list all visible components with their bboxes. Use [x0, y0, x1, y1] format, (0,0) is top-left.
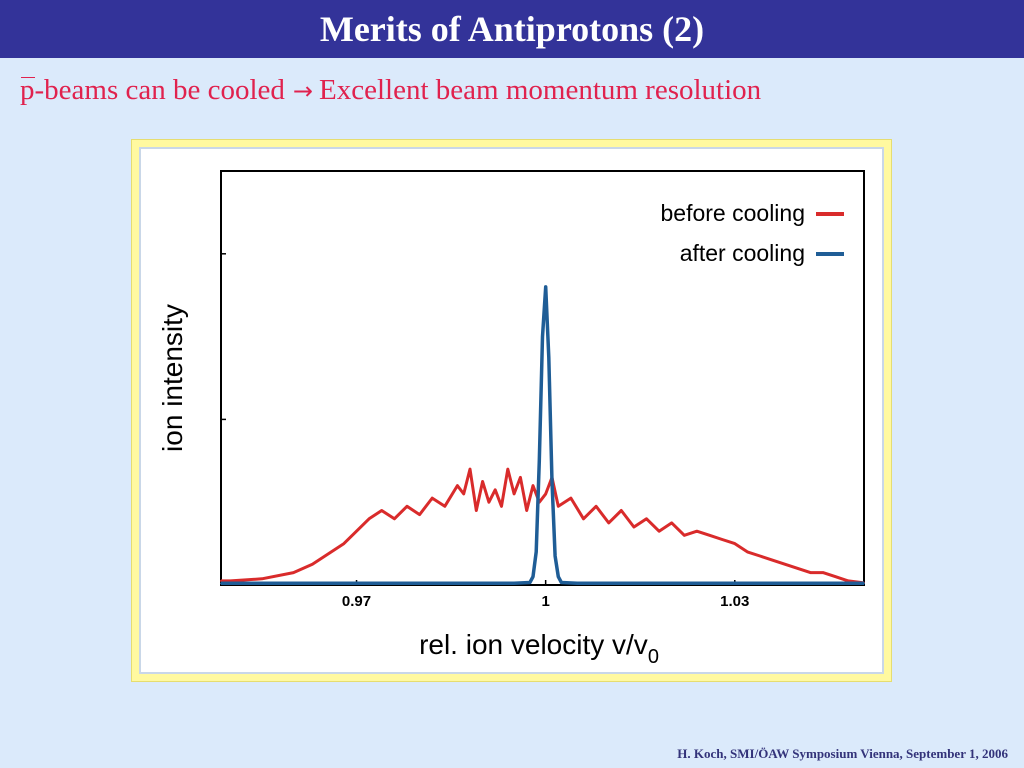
- data-point-before-cooling-46: [746, 550, 749, 553]
- slide-subtitle: p-beams can be cooled → Excellent beam mom…: [20, 74, 761, 107]
- data-point-before-cooling-37: [632, 526, 635, 529]
- y-axis-label: ion intensity: [157, 304, 188, 452]
- data-point-after-cooling-11: [554, 555, 557, 558]
- legend: before cooling after cooling: [661, 200, 844, 266]
- data-point-after-cooling-0: [220, 582, 222, 585]
- x-tick-label-2: 1.03: [720, 593, 749, 610]
- data-point-before-cooling-32: [569, 497, 572, 500]
- slide-footer: H. Koch, SMI/ÖAW Symposium Vienna, Septe…: [677, 746, 1008, 761]
- data-point-before-cooling-10: [393, 517, 396, 520]
- data-point-before-cooling-21: [494, 488, 497, 491]
- data-point-before-cooling-54: [847, 579, 850, 582]
- data-point-before-cooling-36: [620, 509, 623, 512]
- data-point-after-cooling-13: [560, 581, 563, 584]
- data-point-before-cooling-53: [834, 575, 837, 578]
- data-point-before-cooling-16: [462, 492, 465, 495]
- data-point-before-cooling-5: [330, 550, 333, 553]
- subtitle-tail: Excellent beam momentum resolution: [319, 74, 762, 106]
- data-point-before-cooling-24: [513, 492, 516, 495]
- data-point-before-cooling-31: [557, 505, 560, 508]
- data-point-before-cooling-27: [532, 484, 535, 487]
- data-point-before-cooling-25: [519, 476, 522, 479]
- data-point-before-cooling-1: [229, 579, 232, 582]
- data-point-before-cooling-22: [500, 505, 503, 508]
- figure-panel: 0.97 1 1.03 ion intensity rel. ion velocit…: [139, 147, 884, 674]
- data-point-before-cooling-33: [582, 517, 585, 520]
- data-point-after-cooling-5: [535, 550, 538, 553]
- data-point-after-cooling-15: [733, 582, 736, 585]
- data-point-after-cooling-14: [576, 582, 579, 585]
- data-point-before-cooling-40: [670, 521, 673, 524]
- data-point-before-cooling-47: [758, 555, 761, 558]
- data-point-after-cooling-12: [557, 575, 560, 578]
- data-point-before-cooling-48: [771, 559, 774, 562]
- data-point-before-cooling-14: [443, 505, 446, 508]
- data-point-before-cooling-9: [380, 509, 383, 512]
- data-point-after-cooling-16: [863, 582, 865, 585]
- data-point-before-cooling-52: [822, 571, 825, 574]
- data-point-before-cooling-26: [525, 509, 528, 512]
- data-point-before-cooling-15: [456, 484, 459, 487]
- x-tick-label-1: 1: [541, 593, 549, 610]
- data-point-before-cooling-6: [342, 542, 345, 545]
- legend-label-before-cooling: before cooling: [661, 200, 806, 226]
- data-point-after-cooling-4: [532, 575, 535, 578]
- figure-frame: 0.97 1 1.03 ion intensity rel. ion velocit…: [131, 139, 892, 682]
- slide-title: Merits of Antiprotons (2): [319, 9, 705, 49]
- data-point-after-cooling-1: [355, 582, 358, 585]
- series-line-before-cooling: [221, 467, 865, 585]
- data-point-after-cooling-8: [544, 285, 547, 288]
- data-point-before-cooling-44: [721, 538, 724, 541]
- data-point-before-cooling-41: [683, 534, 686, 537]
- data-point-before-cooling-3: [292, 571, 295, 574]
- data-point-before-cooling-12: [418, 513, 421, 516]
- data-point-before-cooling-11: [405, 505, 408, 508]
- data-point-before-cooling-43: [708, 534, 711, 537]
- data-point-after-cooling-7: [541, 335, 544, 338]
- x-axis-label-subscript: 0: [648, 646, 659, 668]
- data-point-before-cooling-20: [487, 501, 490, 504]
- data-point-after-cooling-9: [547, 356, 550, 359]
- x-tick-label-0: 0.97: [342, 593, 371, 610]
- data-point-before-cooling-34: [595, 505, 598, 508]
- legend-label-after-cooling: after cooling: [680, 240, 805, 266]
- data-point-before-cooling-50: [796, 567, 799, 570]
- x-axis-label-main: rel. ion velocity v/v: [419, 629, 648, 660]
- right-arrow-icon: →: [292, 77, 314, 105]
- data-point-before-cooling-51: [809, 571, 812, 574]
- data-point-after-cooling-6: [538, 459, 541, 462]
- data-point-before-cooling-17: [469, 468, 472, 471]
- data-point-before-cooling-42: [695, 530, 698, 533]
- data-point-before-cooling-45: [733, 542, 736, 545]
- data-point-before-cooling-4: [311, 563, 314, 566]
- data-point-before-cooling-49: [784, 563, 787, 566]
- title-bar: Merits of Antiprotons (2): [0, 0, 1024, 58]
- data-point-before-cooling-13: [431, 497, 434, 500]
- data-point-before-cooling-38: [645, 517, 648, 520]
- data-point-before-cooling-8: [368, 517, 371, 520]
- x-axis-label: rel. ion velocity v/v0: [419, 629, 659, 668]
- data-point-before-cooling-39: [658, 530, 661, 533]
- data-point-before-cooling-19: [481, 480, 484, 483]
- data-point-after-cooling-3: [528, 581, 531, 584]
- data-point-before-cooling-2: [260, 577, 263, 580]
- antiproton-symbol: p: [20, 74, 35, 106]
- data-point-after-cooling-2: [513, 582, 516, 585]
- data-point-before-cooling-29: [544, 492, 547, 495]
- data-point-before-cooling-0: [220, 579, 222, 582]
- data-point-before-cooling-35: [607, 521, 610, 524]
- data-point-after-cooling-10: [550, 480, 553, 483]
- subtitle-lead: -beams can be cooled: [34, 74, 285, 106]
- data-point-before-cooling-23: [506, 468, 509, 471]
- velocity-distribution-chart: 0.97 1 1.03 ion intensity rel. ion velocit…: [157, 170, 865, 668]
- data-point-before-cooling-18: [475, 509, 478, 512]
- data-point-before-cooling-7: [355, 530, 358, 533]
